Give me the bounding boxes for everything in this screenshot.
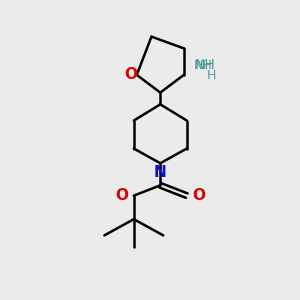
Text: N: N <box>154 165 167 180</box>
Text: H: H <box>206 69 216 82</box>
Text: O: O <box>124 68 137 82</box>
Text: NH: NH <box>194 59 213 72</box>
Text: O: O <box>115 188 128 203</box>
Text: NH: NH <box>194 58 215 73</box>
Text: O: O <box>193 188 206 203</box>
